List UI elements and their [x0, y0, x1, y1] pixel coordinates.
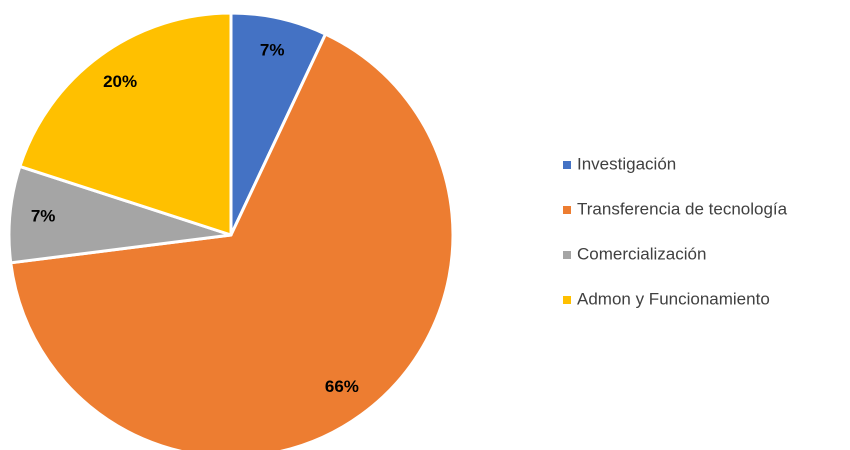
pie-slice	[18, 11, 233, 237]
legend-label: Comercialización	[577, 244, 706, 263]
data-label: 7%	[31, 207, 56, 226]
legend-label: Investigación	[577, 154, 676, 173]
pie-slice	[9, 32, 455, 450]
data-label: 66%	[325, 377, 359, 396]
legend-swatch	[563, 206, 571, 214]
legend-label: Transferencia de tecnología	[577, 199, 788, 218]
legend-label: Admon y Funcionamiento	[577, 289, 770, 308]
data-label: 20%	[103, 72, 137, 91]
legend-swatch	[563, 296, 571, 304]
data-label: 7%	[260, 40, 285, 59]
legend-swatch	[563, 161, 571, 169]
legend-swatch	[563, 251, 571, 259]
